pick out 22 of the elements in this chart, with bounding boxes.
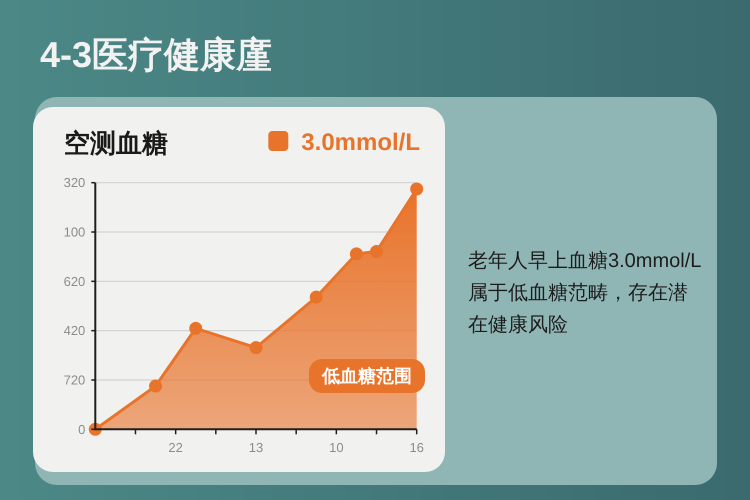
legend-label: 3.0mmol/L bbox=[301, 129, 420, 156]
text: 0 bbox=[78, 422, 86, 437]
text: 420 bbox=[64, 323, 86, 338]
chart-subtitle: 空测血糖 bbox=[64, 128, 168, 158]
text: 100 bbox=[64, 224, 86, 240]
text: 老年人早上血糖3.0mmol/L属于低血糖范畴，存在潜在健康风险 bbox=[468, 249, 702, 338]
x-tick-label: 22 bbox=[168, 440, 183, 455]
text: 320 bbox=[64, 175, 86, 190]
text: 620 bbox=[64, 274, 86, 289]
text: 720 bbox=[64, 372, 86, 388]
point bbox=[189, 322, 202, 335]
point bbox=[310, 290, 323, 304]
point bbox=[410, 182, 424, 196]
point bbox=[250, 341, 262, 354]
point bbox=[149, 380, 162, 393]
point bbox=[370, 244, 384, 258]
chart-title: 4-3医疗健康廑 bbox=[40, 34, 272, 75]
x-tick-label: 10 bbox=[329, 440, 344, 455]
point bbox=[350, 247, 363, 260]
x-tick-label: 16 bbox=[409, 440, 424, 455]
annotation: 低血糖范围 bbox=[321, 366, 412, 386]
x-tick-label: 13 bbox=[248, 440, 264, 455]
